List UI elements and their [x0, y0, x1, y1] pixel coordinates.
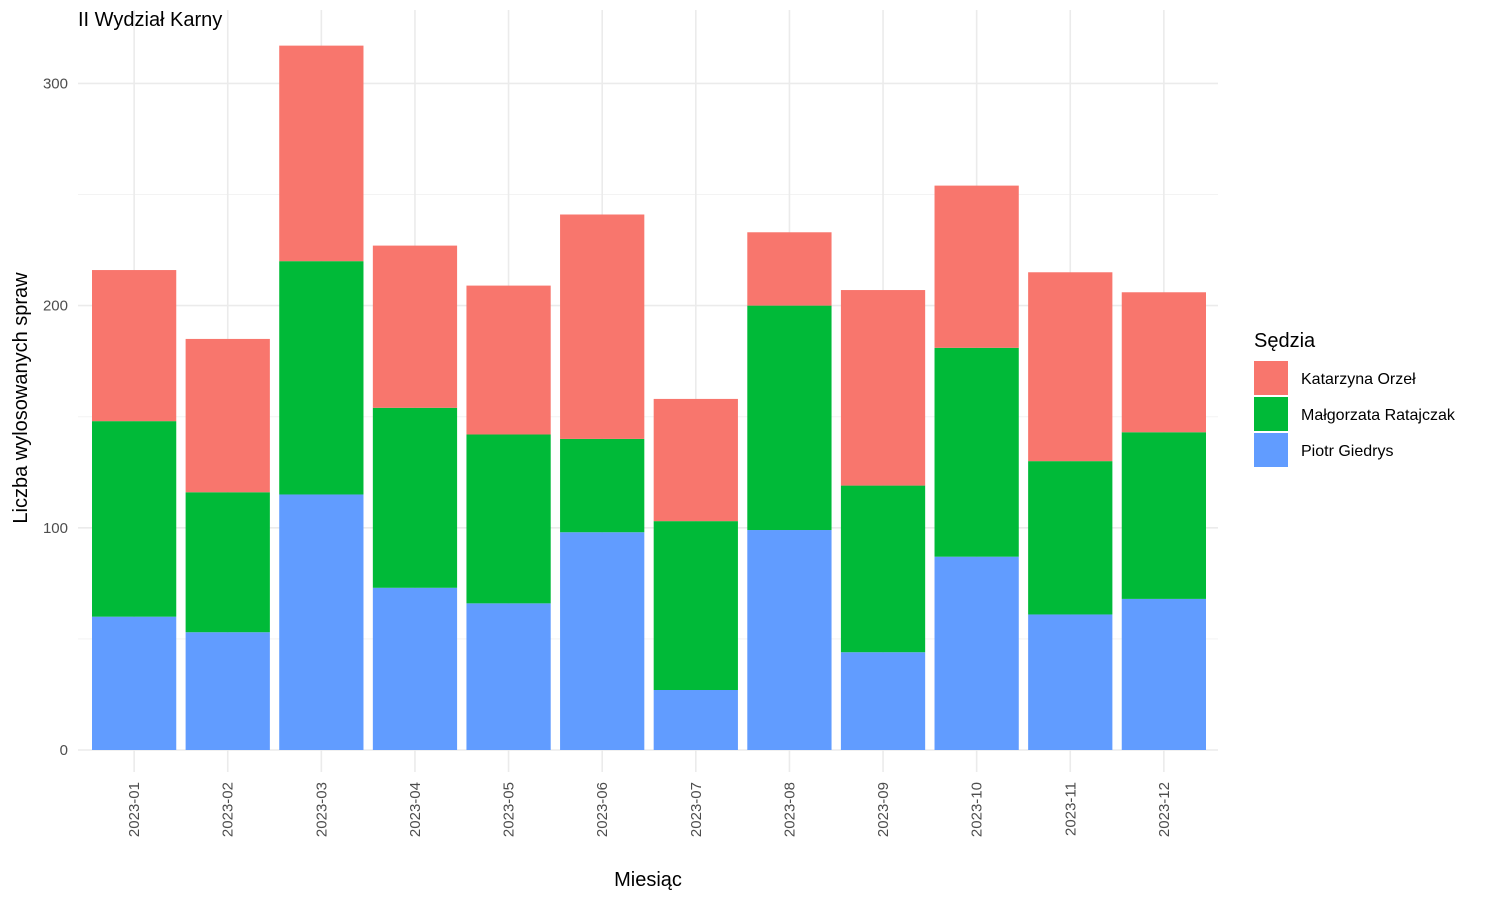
- legend-label: Piotr Giedrys: [1301, 443, 1393, 460]
- bar-segment: [92, 616, 177, 750]
- x-tick-label: 2023-03: [313, 782, 330, 837]
- y-tick-label: 200: [43, 298, 68, 315]
- x-tick-label: 2023-07: [688, 782, 705, 837]
- legend: Sędzia Katarzyna Orzeł Małgorzata Ratajcz…: [1254, 330, 1456, 467]
- bar-segment: [747, 305, 832, 531]
- bar-segment: [560, 532, 645, 750]
- bar-segment: [92, 421, 177, 617]
- bar-segment: [840, 485, 926, 653]
- legend-key: [1254, 397, 1288, 431]
- legend-title: Sędzia: [1254, 330, 1316, 352]
- bar-segment: [372, 245, 458, 408]
- bar-segment: [185, 338, 270, 493]
- x-tick-label: 2023-06: [594, 782, 611, 837]
- bar-segment: [466, 603, 551, 750]
- bar-segment: [372, 587, 458, 750]
- bar-segment: [372, 407, 458, 588]
- legend-key: [1254, 433, 1288, 467]
- bar-segment: [653, 690, 738, 750]
- bar-segment: [279, 494, 364, 750]
- legend-key: [1254, 361, 1288, 395]
- bar-segment: [279, 45, 364, 262]
- bars: [92, 45, 1206, 750]
- bar-segment: [934, 556, 1019, 750]
- bar-segment: [560, 438, 645, 533]
- x-axis-title: Miesiąc: [614, 869, 682, 891]
- bar-segment: [747, 232, 832, 306]
- bar-segment: [1121, 292, 1206, 433]
- x-tick-label: 2023-01: [126, 782, 143, 837]
- bar-segment: [466, 434, 551, 604]
- bar-segment: [560, 214, 645, 439]
- x-tick-label: 2023-05: [501, 782, 518, 837]
- bar-segment: [466, 285, 551, 435]
- bar-segment: [185, 632, 270, 750]
- y-tick-label: 300: [43, 75, 68, 92]
- bar-segment: [92, 270, 177, 422]
- legend-label: Małgorzata Ratajczak: [1301, 407, 1456, 424]
- legend-label: Katarzyna Orzeł: [1301, 371, 1416, 388]
- bar-segment: [1028, 461, 1113, 615]
- bar-segment: [934, 185, 1019, 348]
- x-tick-label: 2023-10: [969, 782, 986, 837]
- x-tick-label: 2023-04: [407, 782, 424, 837]
- x-tick-label: 2023-12: [1156, 782, 1173, 837]
- bar-segment: [840, 652, 926, 750]
- x-axis-ticks: 2023-01 2023-02 2023-03 2023-04 2023-05 2023-…: [126, 782, 1173, 837]
- bar-segment: [185, 492, 270, 633]
- bar-segment: [653, 521, 738, 691]
- bar-segment: [934, 347, 1019, 557]
- bar-segment: [279, 261, 364, 495]
- chart-title: II Wydział Karny: [78, 9, 222, 31]
- bar-segment: [840, 290, 926, 486]
- y-tick-label: 0: [60, 742, 68, 759]
- x-tick-label: 2023-08: [781, 782, 798, 837]
- bar-segment: [1121, 598, 1206, 750]
- bar-segment: [1028, 272, 1113, 462]
- x-tick-label: 2023-02: [220, 782, 237, 837]
- y-axis-title: Liczba wylosowanych spraw: [10, 272, 32, 524]
- bar-segment: [1028, 614, 1113, 750]
- y-axis-ticks: 0 100 200 300: [43, 75, 68, 759]
- y-tick-label: 100: [43, 520, 68, 537]
- bar-segment: [747, 530, 832, 750]
- x-tick-label: 2023-11: [1062, 782, 1079, 836]
- x-tick-label: 2023-09: [875, 782, 892, 837]
- bar-segment: [653, 398, 738, 522]
- bar-segment: [1121, 432, 1206, 599]
